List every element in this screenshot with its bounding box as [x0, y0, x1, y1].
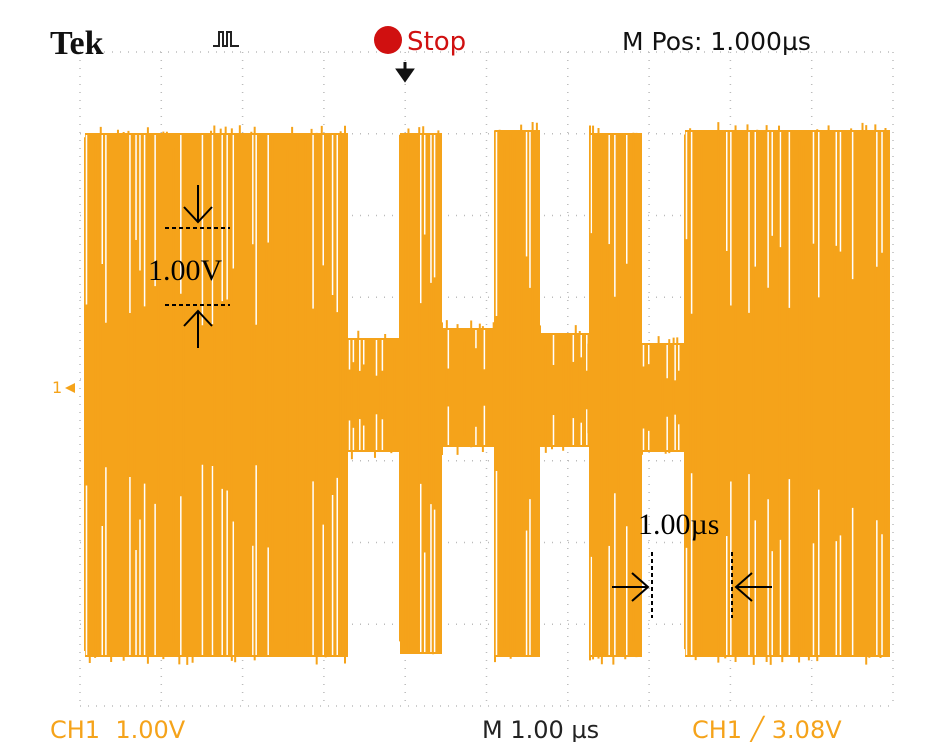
position: M Pos: 1.000µs — [622, 27, 811, 56]
brand: Tek — [50, 25, 104, 62]
time-label: 1.00µs — [638, 508, 719, 541]
status: Stop — [407, 27, 466, 57]
channel-marker: 1 — [52, 378, 62, 397]
channel-scale: CH1 1.00V — [50, 716, 186, 742]
scope-screen: Tek Stop M Pos: 1.000µs 1 1.00V 1.00µs C… — [0, 0, 943, 742]
trigger-level: CH1 ╱ 3.08V — [692, 715, 842, 742]
timebase: M 1.00 µs — [482, 716, 599, 742]
voltage-label: 1.00V — [148, 254, 223, 287]
stop-indicator — [374, 26, 402, 54]
signal-envelope — [540, 333, 590, 447]
